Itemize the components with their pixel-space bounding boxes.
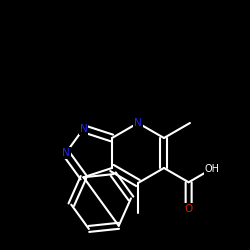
Text: N: N	[62, 148, 70, 158]
Text: N: N	[134, 118, 142, 128]
Text: N: N	[80, 124, 87, 134]
Text: OH: OH	[204, 164, 220, 174]
Text: O: O	[184, 204, 193, 214]
